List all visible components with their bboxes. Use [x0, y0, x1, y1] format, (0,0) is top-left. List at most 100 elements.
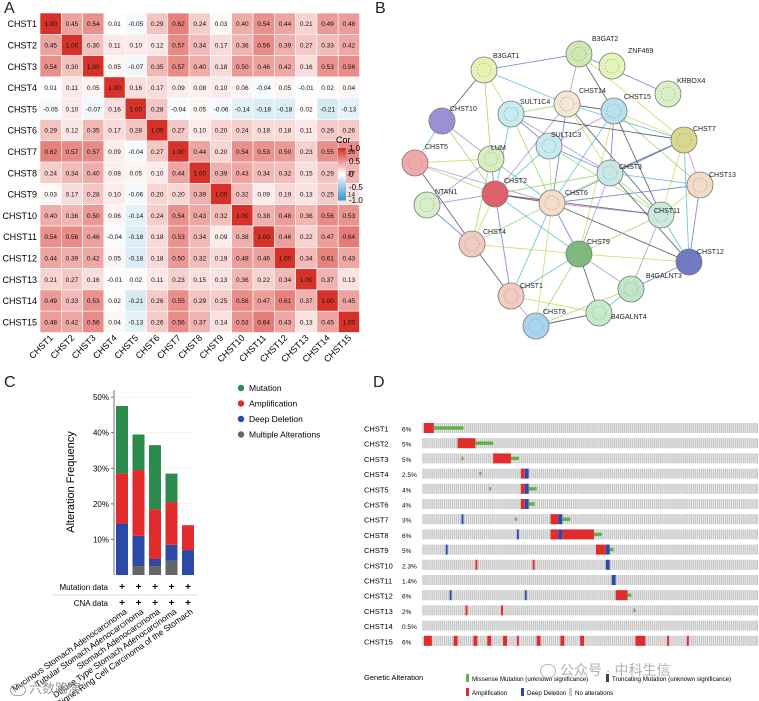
oncoprint-missense [609, 547, 614, 552]
heatmap-cell-value: 0.43 [236, 170, 249, 177]
heatmap-legend-swatch [338, 158, 346, 161]
heatmap-cell-value: 0.56 [321, 213, 334, 220]
oncoprint-amplification [473, 635, 478, 646]
row-label-cna: CNA data [74, 599, 109, 608]
heatmap-row-label: CHST7 [7, 147, 37, 157]
heatmap-cell-value: 0.35 [151, 64, 164, 71]
oncoprint-gene-label: CHST6 [364, 501, 389, 510]
network-node-label: CHST11 [654, 208, 680, 215]
heatmap-cell-value: 0.34 [193, 234, 206, 241]
heatmap-cell-value: 0.13 [343, 277, 356, 284]
heatmap-cell-value: 0.50 [236, 64, 249, 71]
heatmap-cell-value: 0.57 [172, 42, 185, 49]
network-node-structure-icon [559, 96, 575, 112]
heatmap-cell-value: -0.14 [128, 213, 143, 220]
panel-label-a: A [4, 0, 15, 17]
network-node [538, 189, 566, 217]
network-node-label: CHST2 [504, 178, 527, 185]
heatmap-cell-value: 0.54 [257, 21, 270, 28]
heatmap-cell-value: 0.37 [300, 298, 313, 305]
network-edge [494, 193, 580, 255]
oncoprint-missense [479, 471, 482, 476]
oncoprint-amplification [465, 605, 468, 616]
network-edge [471, 202, 553, 245]
heatmap-legend-swatch [338, 150, 346, 153]
oncoprint-amplification [520, 483, 525, 494]
heatmap-cell-value: 0.29 [193, 298, 206, 305]
heatmap-cell-value: 0.09 [257, 192, 270, 199]
heatmap-cell-value: 0.24 [44, 170, 57, 177]
bar-segment [165, 473, 178, 503]
heatmap-cell-value: 0.08 [108, 170, 121, 177]
heatmap-cell-value: 0.34 [300, 255, 313, 262]
cna-data-mark: + [152, 598, 158, 609]
oncoprint-deep-deletion [524, 468, 529, 479]
cna-data-mark: + [136, 598, 142, 609]
heatmap-cell-value: -0.18 [278, 106, 293, 113]
legend-label: Deep Deletion [249, 414, 303, 424]
heatmap-cell-value: 0.19 [215, 255, 228, 262]
network-edge [494, 193, 662, 216]
network-node-structure-icon [544, 195, 560, 211]
heatmap-cell-value: 0.20 [172, 192, 185, 199]
heatmap-cell-value: 0.10 [215, 85, 228, 92]
oncoprint-gene-pct: 2.3% [402, 563, 417, 570]
heatmap-cell-value: 0.13 [300, 192, 313, 199]
oncoprint-legend-label: Truncating Mutation (unknown significanc… [612, 676, 731, 683]
oncoprint: CHST1 6% CHST2 5% CHST3 5% CHST4 2.5% CHST5 4% CHS… [364, 423, 758, 697]
network-edge [578, 253, 690, 263]
network-node [596, 159, 624, 187]
heatmap-cell-value: -0.05 [128, 21, 143, 28]
network-node-label: B4GALNT4 [611, 314, 647, 321]
heatmap-cell-value: 1.00 [279, 255, 292, 262]
heatmap-cell-value: 0.32 [236, 192, 249, 199]
heatmap-cell-value: -0.18 [256, 106, 271, 113]
heatmap-cell-value: 0.09 [215, 234, 228, 241]
heatmap-cell-value: 0.39 [66, 255, 79, 262]
heatmap-cell-value: 0.57 [66, 149, 79, 156]
network-edge [483, 53, 580, 71]
heatmap-cell-value: 0.45 [343, 298, 356, 305]
heatmap-cell-value: 0.17 [66, 192, 79, 199]
network-node-label: CHST12 [697, 249, 724, 256]
cna-data-mark: + [169, 598, 175, 609]
heatmap-cell-value: 0.37 [321, 277, 334, 284]
oncoprint-legend-label: Deep Deletion [527, 690, 567, 697]
network-node-structure-icon [571, 246, 587, 262]
heatmap-cell-value: -0.21 [128, 298, 143, 305]
heatmap-cell-value: 0.46 [279, 234, 292, 241]
heatmap-cell-value: 0.40 [87, 170, 100, 177]
heatmap-legend-swatch [338, 168, 346, 171]
heatmap-cell-value: 0.30 [87, 42, 100, 49]
network-node-label: CHST14 [579, 88, 606, 95]
oncoprint-amplification [560, 635, 565, 646]
heatmap-cell-value: 0.10 [151, 170, 164, 177]
mutation-data-mark: + [169, 582, 175, 593]
mutation-data-mark: + [185, 582, 191, 593]
heatmap-cell-value: 1.00 [300, 277, 313, 284]
heatmap-legend-swatch [338, 192, 346, 195]
heatmap-cell-value: 0.54 [87, 21, 100, 28]
legend-dot [237, 400, 245, 407]
oncoprint-amplification [562, 529, 594, 540]
oncoprint-legend-label: No alterations [575, 690, 613, 697]
heatmap-cell-value: 0.20 [215, 128, 228, 135]
heatmap-cell-value: 0.01 [108, 21, 121, 28]
oncoprint-amplification [536, 635, 541, 646]
heatmap-row-label: CHST15 [2, 317, 37, 327]
heatmap-row-label: CHST1 [7, 19, 37, 29]
oncoprint-amplification [423, 423, 434, 433]
heatmap-cell-value: 0.18 [257, 128, 270, 135]
heatmap-cell-value: 0.43 [279, 319, 292, 326]
network-edge [510, 295, 600, 314]
heatmap-cell-value: 0.14 [343, 192, 356, 199]
heatmap-cell-value: 0.38 [236, 234, 249, 241]
heatmap-row-label: CHST12 [2, 253, 37, 263]
mutation-data-mark: + [119, 582, 125, 593]
oncoprint-gene-pct: 5% [402, 548, 412, 555]
heatmap-row-label: CHST8 [7, 168, 37, 178]
heatmap-cell-value: 0.06 [236, 85, 249, 92]
heatmap-cell-value: 0.36 [66, 213, 79, 220]
oncoprint-gene-pct: 2.5% [402, 472, 417, 479]
heatmap-cell-value: 1.00 [44, 21, 57, 28]
